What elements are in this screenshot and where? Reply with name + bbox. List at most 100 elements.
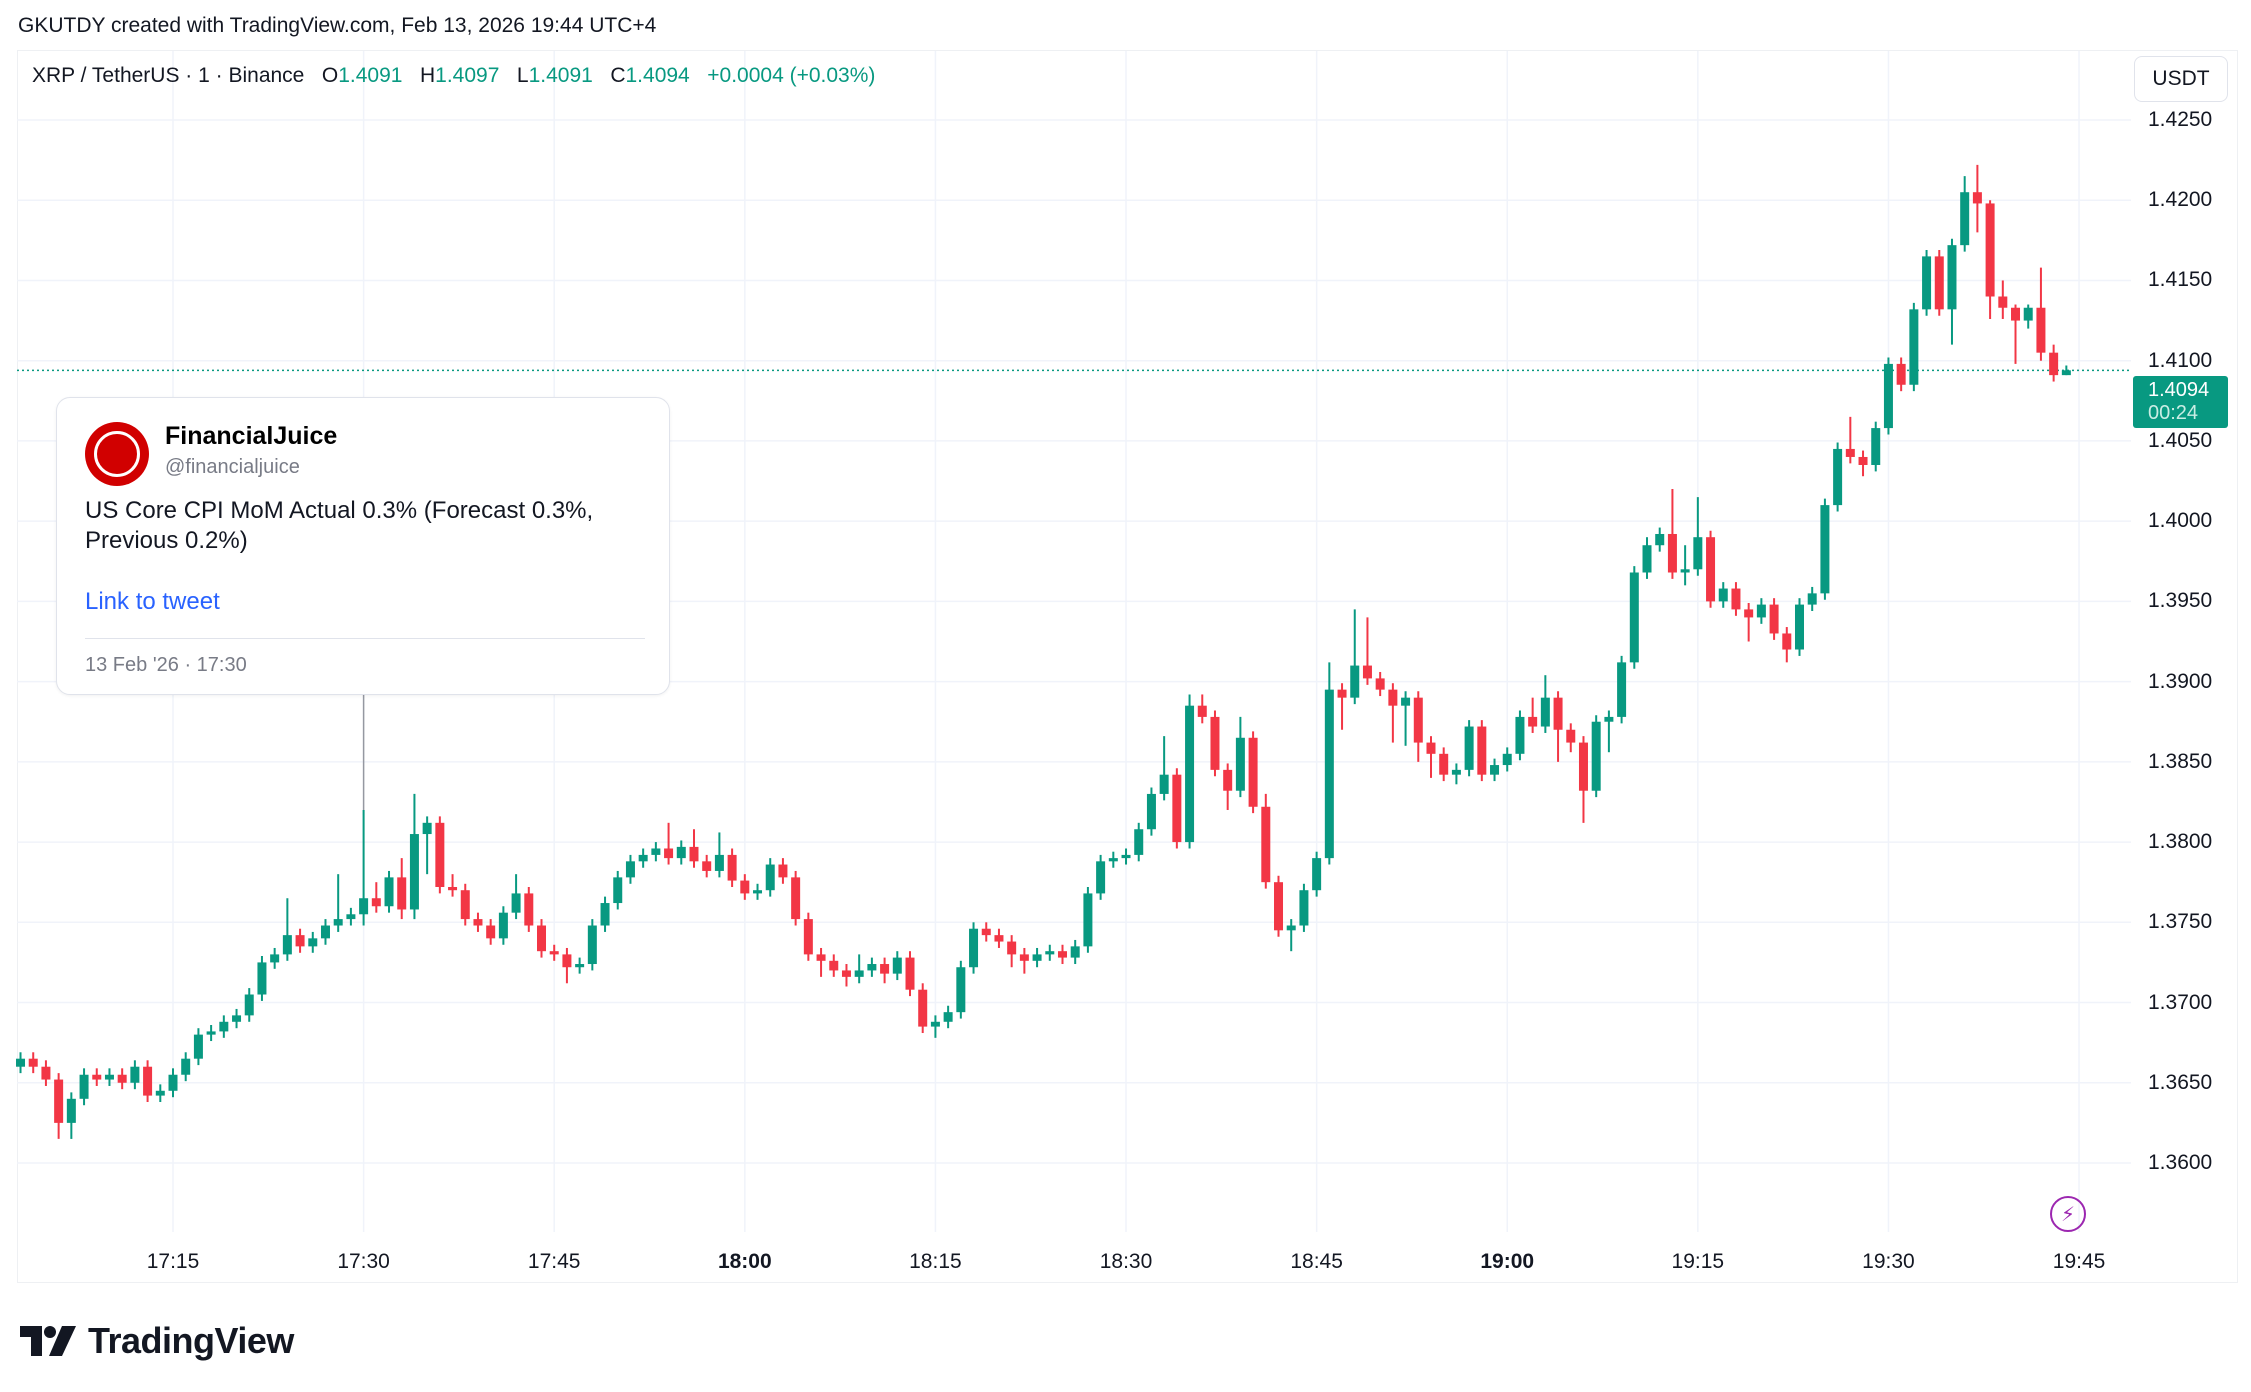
candle-body (1807, 593, 1817, 605)
price-tick-label: 1.4000 (2148, 509, 2213, 533)
high-value: 1.4097 (435, 64, 500, 87)
candle-body (1883, 363, 1893, 429)
financialjuice-logo-icon (85, 422, 149, 486)
bar-countdown: 00:24 (2148, 402, 2199, 425)
candle (1693, 497, 1703, 576)
candle-body (1972, 192, 1982, 204)
candle (600, 896, 610, 932)
candle-body (664, 848, 674, 859)
candle (651, 842, 661, 862)
candle-body (1947, 245, 1957, 310)
candle-body (1845, 448, 1855, 457)
currency-button[interactable]: USDT (2134, 56, 2228, 102)
tradingview-logo[interactable]: TradingView (20, 1320, 294, 1362)
candle (1604, 710, 1614, 753)
candle (1883, 357, 1893, 435)
candle-body (905, 957, 915, 990)
chart-credit: GKUTDY created with TradingView.com, Feb… (18, 14, 657, 37)
candle-body (727, 854, 737, 881)
link-to-tweet[interactable]: Link to tweet (85, 588, 220, 615)
candle-body (1591, 721, 1601, 791)
candle-body (2036, 307, 2046, 353)
candle-body (1274, 882, 1284, 931)
candle (193, 1028, 203, 1066)
candle (130, 1060, 140, 1090)
candle-body (66, 1098, 76, 1123)
lightning-icon[interactable]: ⚡︎ (2050, 1196, 2086, 1232)
candles (16, 164, 2071, 1139)
candle-body (1261, 806, 1271, 883)
candle (1312, 851, 1322, 897)
candle-body (549, 951, 559, 955)
candle-body (1629, 572, 1639, 663)
candle (282, 898, 292, 961)
candle-body (282, 935, 292, 955)
candle-body (1146, 793, 1156, 830)
candle-body (2049, 352, 2059, 376)
time-tick-label: 17:15 (146, 1250, 200, 1273)
candle (1845, 416, 1855, 464)
candle (664, 822, 674, 865)
candle-body (524, 893, 534, 926)
symbol-name[interactable]: XRP / TetherUS · 1 · Binance (32, 64, 305, 87)
candle-body (1172, 774, 1182, 843)
current-price-label: 1.4094 00:24 (2133, 376, 2228, 429)
candle-body (498, 912, 508, 939)
candle (1350, 609, 1360, 705)
time-tick-label: 17:30 (337, 1250, 390, 1273)
candle-body (1680, 569, 1690, 573)
candle-body (1464, 726, 1474, 770)
candle-body (1210, 716, 1220, 770)
price-tick-label: 1.3750 (2148, 910, 2213, 934)
candle (524, 886, 534, 932)
candle-body (1553, 697, 1563, 730)
candle-body (1833, 448, 1843, 506)
time-tick-label: 18:30 (1099, 1250, 1153, 1273)
candle-body (1769, 604, 1779, 634)
candle (638, 848, 648, 868)
candle (1070, 939, 1080, 965)
candle-body (384, 877, 394, 907)
candle (625, 854, 635, 884)
candle (829, 954, 839, 977)
price-tick-label: 1.4150 (2148, 268, 2213, 292)
candle (1413, 691, 1423, 762)
candle-body (600, 903, 610, 926)
candle-body (1706, 537, 1716, 602)
candle (92, 1068, 102, 1086)
candle-body (2011, 307, 2021, 321)
candle-body (16, 1058, 26, 1067)
candle (841, 964, 851, 987)
time-tick-label: 17:45 (527, 1250, 581, 1273)
candle (1718, 582, 1728, 608)
candle-body (714, 854, 724, 871)
candle (537, 919, 547, 958)
candle-body (753, 890, 763, 894)
candle (1578, 736, 1588, 823)
candle-body (1998, 296, 2008, 308)
candle-body (1197, 705, 1207, 717)
candle (1794, 598, 1804, 656)
candle-body (448, 886, 458, 891)
candle (753, 883, 763, 900)
candle (308, 931, 318, 953)
candle-body (1134, 829, 1144, 855)
candle (1553, 691, 1563, 762)
open-label: O (321, 64, 339, 87)
candle-body (1337, 689, 1347, 698)
candle-body (359, 898, 369, 915)
price-tick-label: 1.3600 (2148, 1150, 2213, 1174)
candle-body (193, 1034, 203, 1059)
candle (613, 870, 623, 910)
candle-body (1756, 604, 1766, 618)
divider (85, 638, 645, 639)
candle-body (1362, 665, 1372, 679)
candle (1057, 944, 1067, 965)
candle-body (168, 1074, 178, 1091)
close-value: 1.4094 (625, 64, 690, 87)
candle (54, 1073, 64, 1139)
candle (562, 947, 572, 984)
candle (943, 1005, 953, 1029)
candle-body (537, 925, 547, 952)
